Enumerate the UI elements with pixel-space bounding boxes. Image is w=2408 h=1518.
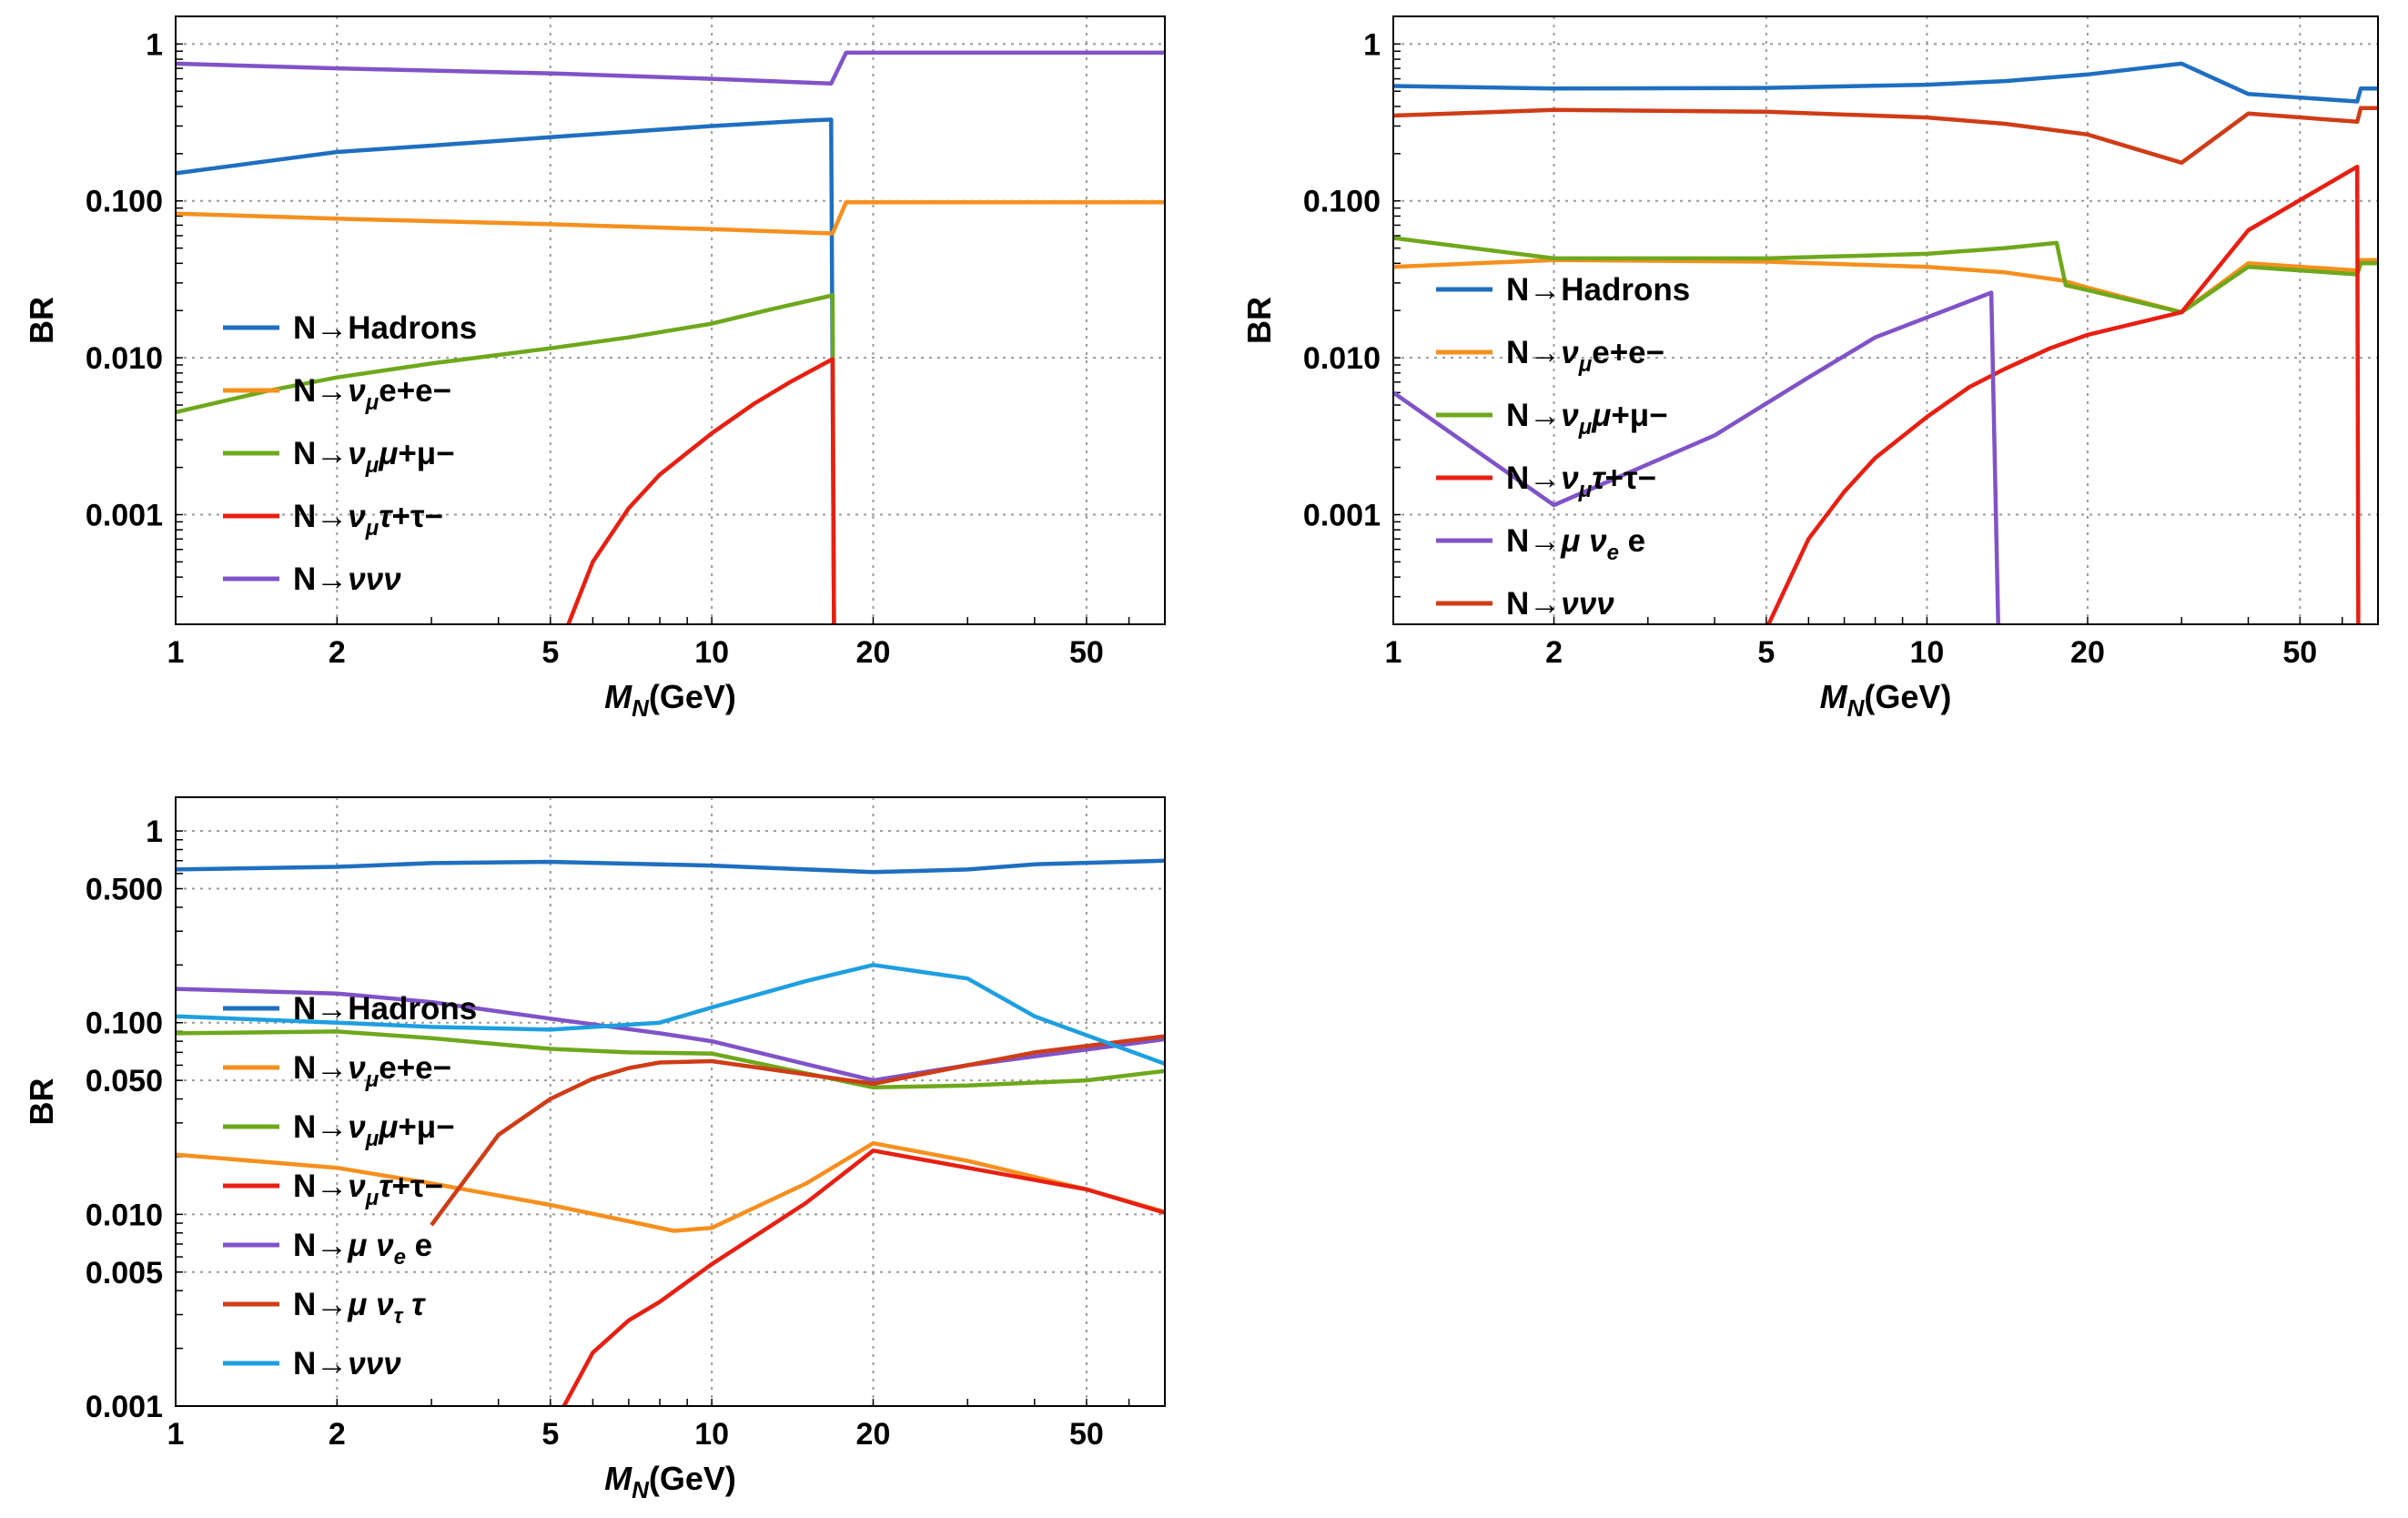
series-line bbox=[430, 1034, 1165, 1227]
x-tick-label: 1 bbox=[167, 635, 185, 670]
y-tick-label: 0.050 bbox=[86, 1064, 163, 1098]
series-line bbox=[1393, 106, 2378, 166]
y-tick-label: 0.100 bbox=[86, 185, 163, 219]
x-tick-label: 20 bbox=[2070, 635, 2105, 670]
y-tick-label: 0.100 bbox=[86, 1007, 163, 1041]
series-line bbox=[176, 200, 1165, 236]
series-line bbox=[1393, 290, 2000, 624]
chart-top-right: 1 2 5 10 20 50 1 0.100 0.010 0.001 N→Hadrons N→νμe+… bbox=[1240, 15, 2379, 722]
y-tick-label: 0.500 bbox=[86, 872, 163, 906]
chart-top-left: 1 2 5 10 20 50 1 0.100 0.010 0.001 N→Hadrons N→νμe+… bbox=[23, 15, 1166, 722]
series-line bbox=[176, 1029, 1165, 1090]
series-line bbox=[176, 50, 1165, 86]
y-axis-label: BR bbox=[23, 297, 60, 344]
y-tick-label: 0.001 bbox=[86, 499, 163, 533]
x-tick-label: 5 bbox=[1757, 635, 1775, 670]
y-tick-label: 0.010 bbox=[86, 341, 163, 376]
plot-frame bbox=[175, 15, 1166, 625]
x-tick-label: 5 bbox=[541, 1417, 559, 1452]
series-line bbox=[176, 117, 836, 624]
x-tick-label: 10 bbox=[694, 1417, 729, 1452]
y-axis-label: BR bbox=[1240, 297, 1278, 344]
y-tick-label: 1 bbox=[146, 27, 163, 62]
x-axis-label: MN(GeV) bbox=[604, 1460, 736, 1503]
series-line bbox=[176, 963, 1165, 1067]
legend-label: N→νμμ+μ− bbox=[1506, 398, 1668, 440]
series-line bbox=[176, 858, 1165, 875]
plot-frame bbox=[175, 796, 1166, 1407]
series-line bbox=[566, 357, 836, 624]
legend-label: N→ννν bbox=[293, 562, 401, 597]
x-tick-label: 20 bbox=[856, 1417, 891, 1452]
x-tick-label: 2 bbox=[1545, 635, 1563, 670]
y-tick-label: 0.005 bbox=[86, 1256, 163, 1290]
x-tick-label: 50 bbox=[1069, 1417, 1104, 1452]
x-tick-label: 20 bbox=[856, 635, 891, 670]
legend-label: N→νμμ+μ− bbox=[293, 1109, 455, 1151]
legend-label: N→μ νe e bbox=[293, 1228, 432, 1270]
legend-label: N→Hadrons bbox=[293, 991, 477, 1027]
x-tick-label: 5 bbox=[541, 635, 559, 670]
legend-label: N→ννν bbox=[293, 1346, 401, 1381]
x-tick-label: 10 bbox=[1910, 635, 1945, 670]
plot-frame bbox=[1392, 15, 2379, 625]
x-tick-label: 2 bbox=[329, 635, 346, 670]
series-line bbox=[1766, 164, 2361, 624]
series-line bbox=[176, 293, 836, 624]
legend-label: N→νμe+e− bbox=[293, 1050, 451, 1092]
legend-label: N→ννν bbox=[1506, 586, 1614, 622]
legend-label: N→νμe+e− bbox=[1506, 335, 1664, 377]
legend-label: N→μ ντ τ bbox=[293, 1287, 426, 1329]
y-tick-label: 0.010 bbox=[86, 1198, 163, 1232]
x-tick-label: 10 bbox=[694, 635, 729, 670]
x-tick-label: 1 bbox=[1385, 635, 1402, 670]
chart-bottom-left: 1 2 5 10 20 50 1 0.500 0.100 0.050 0.010 0.005 0.001… bbox=[23, 796, 1166, 1503]
legend-label: N→Hadrons bbox=[1506, 272, 1690, 308]
series-line bbox=[176, 1140, 1165, 1233]
legend-label: N→νμτ+τ− bbox=[293, 1169, 443, 1210]
legend-label: N→νμμ+μ− bbox=[293, 436, 455, 478]
legend-label: N→μ νe e bbox=[1506, 523, 1645, 565]
x-axis-label: MN(GeV) bbox=[604, 678, 736, 722]
y-tick-label: 0.001 bbox=[1303, 499, 1381, 533]
y-tick-label: 0.001 bbox=[86, 1390, 163, 1424]
legend-label: N→νμτ+τ− bbox=[293, 499, 443, 541]
x-tick-label: 1 bbox=[167, 1417, 185, 1452]
y-tick-label: 1 bbox=[1363, 27, 1381, 62]
x-axis-label: MN(GeV) bbox=[1820, 678, 1952, 722]
legend-label: N→νμτ+τ− bbox=[1506, 460, 1656, 502]
legend-label: N→νμe+e− bbox=[293, 373, 451, 415]
series-line bbox=[1393, 61, 2378, 104]
y-tick-label: 0.010 bbox=[1303, 341, 1381, 376]
y-tick-label: 1 bbox=[146, 815, 163, 849]
legend-label: N→Hadrons bbox=[293, 310, 477, 346]
y-axis-label: BR bbox=[23, 1078, 60, 1126]
x-tick-label: 50 bbox=[1069, 635, 1104, 670]
x-tick-label: 50 bbox=[2282, 635, 2317, 670]
series-line bbox=[562, 1149, 1165, 1406]
y-tick-label: 0.100 bbox=[1303, 185, 1381, 219]
x-tick-label: 2 bbox=[329, 1417, 346, 1452]
